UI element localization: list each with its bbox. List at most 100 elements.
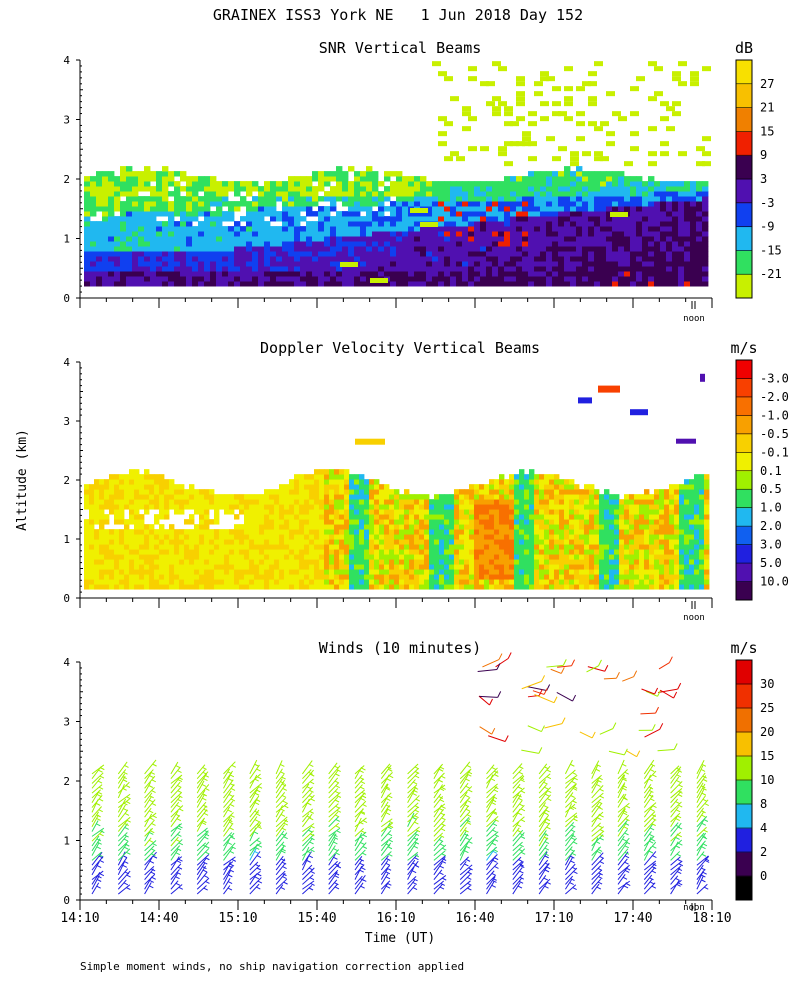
heat-cell bbox=[384, 176, 391, 182]
heat-cell bbox=[528, 251, 535, 257]
heat-cell bbox=[540, 266, 547, 272]
heat-cell bbox=[510, 201, 517, 207]
heat-cell bbox=[210, 251, 217, 257]
heat-cell bbox=[660, 241, 667, 247]
heat-cell bbox=[474, 206, 481, 212]
heat-cell bbox=[614, 524, 620, 530]
heat-cell bbox=[344, 484, 350, 490]
heat-cell bbox=[674, 569, 680, 575]
heat-cell bbox=[546, 281, 553, 287]
heat-cell bbox=[529, 479, 535, 485]
heat-cell bbox=[636, 76, 645, 82]
heat-cell bbox=[379, 504, 385, 510]
heat-cell bbox=[524, 479, 530, 485]
heat-cell bbox=[702, 231, 709, 237]
heat-cell bbox=[259, 504, 265, 510]
heat-cell bbox=[234, 206, 241, 212]
heat-cell bbox=[454, 549, 460, 555]
heat-cell bbox=[329, 564, 335, 570]
heat-cell bbox=[408, 276, 415, 282]
heat-cell bbox=[408, 251, 415, 257]
heat-cell bbox=[379, 554, 385, 560]
heat-cell bbox=[276, 226, 283, 232]
heat-cell bbox=[674, 584, 680, 590]
heat-cell bbox=[394, 514, 400, 520]
heat-cell bbox=[432, 256, 439, 262]
heat-cell bbox=[324, 276, 331, 282]
heat-cell bbox=[318, 221, 325, 227]
heat-cell bbox=[119, 579, 125, 585]
heat-cell bbox=[329, 554, 335, 560]
heat-cell bbox=[414, 574, 420, 580]
heat-cell bbox=[390, 231, 397, 237]
heat-cell bbox=[630, 246, 637, 252]
heat-cell bbox=[648, 281, 655, 287]
heat-cell bbox=[300, 266, 307, 272]
heat-cell bbox=[314, 524, 320, 530]
heat-cell bbox=[354, 534, 360, 540]
heat-cell bbox=[654, 519, 660, 525]
heat-cell bbox=[492, 196, 499, 202]
heat-cell bbox=[372, 191, 379, 197]
heat-cell bbox=[258, 266, 265, 272]
heat-cell bbox=[564, 499, 570, 505]
heat-cell bbox=[389, 574, 395, 580]
heat-cell bbox=[149, 499, 155, 505]
heat-cell bbox=[184, 564, 190, 570]
heat-cell bbox=[120, 281, 127, 287]
heat-cell bbox=[434, 579, 440, 585]
heat-cell bbox=[504, 211, 511, 217]
heat-cell bbox=[426, 216, 433, 222]
heat-cell bbox=[666, 236, 673, 242]
heat-cell bbox=[294, 276, 301, 282]
heat-cell bbox=[99, 479, 105, 485]
heat-cell bbox=[474, 514, 480, 520]
heat-cell bbox=[534, 241, 541, 247]
heat-cell bbox=[284, 554, 290, 560]
heat-cell bbox=[534, 494, 540, 500]
heat-cell bbox=[540, 221, 547, 227]
heat-cell bbox=[169, 549, 175, 555]
heat-cell bbox=[499, 474, 505, 480]
heat-cell bbox=[462, 261, 469, 267]
heat-cell bbox=[414, 559, 420, 565]
heat-cell bbox=[138, 201, 145, 207]
heat-cell bbox=[449, 524, 455, 530]
heat-cell bbox=[330, 266, 337, 272]
heat-cell bbox=[414, 186, 421, 192]
heat-cell bbox=[282, 221, 289, 227]
heat-cell bbox=[289, 524, 295, 530]
heat-cell bbox=[156, 251, 163, 257]
heat-cell bbox=[634, 504, 640, 510]
heat-cell bbox=[138, 231, 145, 237]
heat-cell bbox=[444, 241, 451, 247]
heat-cell bbox=[450, 276, 457, 282]
heat-cell bbox=[684, 504, 690, 510]
heat-cell bbox=[474, 549, 480, 555]
heat-cell bbox=[318, 271, 325, 277]
heat-cell bbox=[219, 504, 225, 510]
heat-cell bbox=[389, 584, 395, 590]
heat-cell bbox=[420, 251, 427, 257]
heat-cell bbox=[594, 509, 600, 515]
heat-cell bbox=[109, 484, 115, 490]
heat-cell bbox=[144, 236, 151, 242]
heat-cell bbox=[102, 196, 109, 202]
heat-cell bbox=[672, 71, 681, 77]
heat-cell bbox=[504, 261, 511, 267]
heat-cell bbox=[609, 514, 615, 520]
heat-cell bbox=[674, 574, 680, 580]
heat-cell bbox=[634, 524, 640, 530]
heat-cell bbox=[604, 569, 610, 575]
heat-cell bbox=[264, 539, 270, 545]
heat-cell bbox=[234, 549, 240, 555]
heat-cell bbox=[299, 484, 305, 490]
heat-cell bbox=[582, 236, 589, 242]
heat-cell bbox=[690, 271, 697, 277]
heat-cell bbox=[424, 529, 430, 535]
heat-cell bbox=[344, 574, 350, 580]
heat-cell bbox=[330, 271, 337, 277]
heat-cell bbox=[119, 539, 125, 545]
heat-cell bbox=[289, 559, 295, 565]
heat-cell bbox=[344, 554, 350, 560]
